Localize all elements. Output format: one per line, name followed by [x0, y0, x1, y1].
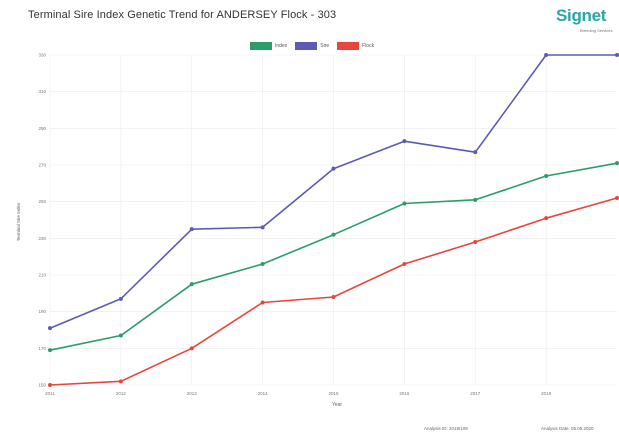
y-tick-label: 330	[38, 53, 46, 58]
x-tick-label: 2013	[187, 391, 198, 396]
x-tick-label: 2018	[541, 391, 552, 396]
data-point-index	[615, 161, 619, 166]
legend-swatch-sire	[295, 42, 318, 50]
data-point-sire	[189, 227, 194, 232]
y-tick-label: 230	[38, 236, 46, 241]
data-point-flock	[473, 240, 478, 244]
data-point-sire	[118, 296, 123, 301]
legend-label-flock: Flock	[362, 43, 375, 49]
legend-swatch-index	[250, 42, 272, 50]
x-axis-label: Year	[332, 402, 342, 408]
axis-layer: 150 170 190 210 230 250 270 290 310 330 2011 2012 20…	[38, 53, 551, 397]
x-tick-label: 2012	[116, 391, 127, 396]
brand-subtitle: Breeding Services	[580, 28, 613, 33]
x-tick-label: 2014	[258, 391, 269, 396]
data-point-flock	[260, 300, 265, 305]
y-tick-label: 250	[38, 199, 46, 204]
chart-legend: Index Sire Flock	[250, 42, 374, 50]
x-tick-label: 2016	[399, 391, 410, 396]
data-point-sire	[260, 225, 265, 230]
legend-label-sire: Sire	[320, 43, 330, 49]
y-tick-label: 270	[38, 163, 46, 168]
legend-item-sire: Sire	[295, 42, 329, 50]
data-point-flock	[331, 295, 336, 299]
data-point-index	[189, 282, 194, 287]
data-point-index	[118, 333, 123, 338]
data-point-index	[260, 262, 265, 266]
grid-layer	[49, 54, 617, 386]
data-point-index	[402, 201, 407, 206]
brand-logo: Signet	[556, 6, 607, 25]
data-point-flock	[48, 383, 52, 387]
data-point-flock	[544, 216, 549, 221]
x-tick-label: 2017	[470, 391, 481, 396]
data-point-sire	[48, 326, 52, 331]
analysis-id: Analysis ID: 2019/109	[424, 426, 468, 431]
data-point-flock	[189, 346, 194, 351]
legend-swatch-flock	[337, 42, 360, 50]
chart-title: Terminal Sire Index Genetic Trend for AN…	[28, 9, 337, 21]
legend-item-flock: Flock	[337, 42, 374, 50]
data-point-sire	[544, 53, 549, 57]
data-point-sire	[402, 139, 407, 144]
y-tick-label: 150	[38, 383, 46, 388]
data-point-index	[331, 232, 336, 237]
data-point-sire	[473, 150, 478, 155]
x-tick-label: 2015	[328, 391, 339, 396]
data-point-flock	[118, 379, 123, 384]
data-point-sire	[331, 166, 336, 171]
analysis-date: Analysis Date: 05.05.2020	[541, 426, 594, 431]
y-tick-label: 210	[38, 273, 46, 278]
legend-label-index: Index	[275, 43, 288, 49]
y-axis-label: Terminal Sire Index	[16, 202, 21, 241]
y-tick-label: 290	[38, 126, 46, 131]
legend-item-index: Index	[250, 42, 287, 50]
x-tick-label: 2011	[45, 391, 55, 396]
y-tick-label: 310	[38, 89, 46, 94]
data-point-index	[544, 174, 549, 178]
data-point-flock	[402, 262, 407, 266]
y-tick-label: 190	[38, 309, 46, 314]
y-tick-label: 170	[38, 346, 46, 351]
data-point-sire	[615, 53, 619, 57]
data-point-flock	[615, 196, 619, 200]
data-point-index	[473, 197, 478, 202]
data-point-index	[48, 348, 52, 353]
series-layer	[48, 53, 619, 387]
